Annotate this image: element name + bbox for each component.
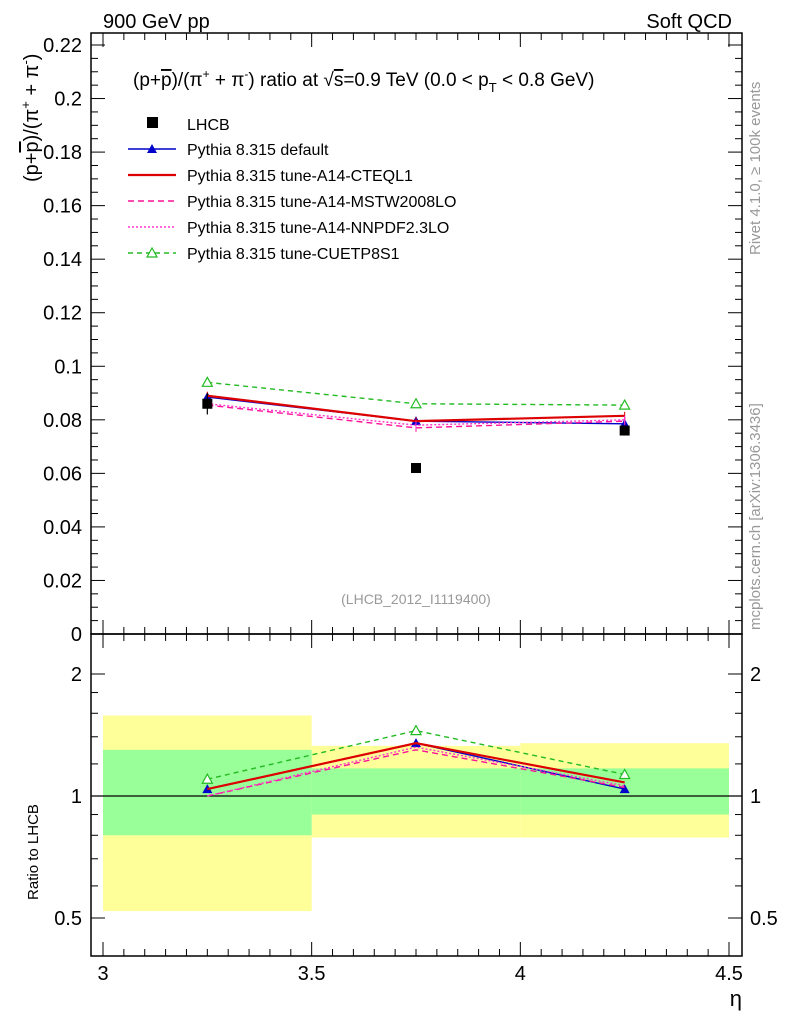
x-axis-label: η: [730, 986, 742, 1011]
tick-group: [91, 33, 742, 956]
x-tick-label-3: 4.5: [715, 963, 743, 985]
data-point-0: [202, 398, 213, 409]
legend-marker-0: [147, 144, 157, 153]
ratio-tick-label-left-0: 0.5: [54, 908, 82, 930]
header-right: Soft QCD: [646, 11, 732, 33]
x-tick-label-2: 4: [515, 963, 526, 985]
series-point-4-2: [618, 398, 631, 410]
ratio-tick-label-right-0: 0.5: [750, 908, 778, 930]
data-point-1: [411, 463, 421, 474]
ratio-line-2: [207, 749, 625, 797]
plot-title: (p+p)/(π+ + π-) ratio at √s=0.9 TeV (0.0…: [133, 67, 594, 95]
y-tick-label-8: 0.16: [43, 196, 82, 218]
y-tick-label-6: 0.12: [43, 303, 82, 325]
legend-label-data: LHCB: [187, 117, 230, 134]
x-tick-label-1: 3.5: [298, 963, 326, 985]
y-tick-label-3: 0.06: [43, 463, 82, 485]
ratio-line-1: [207, 742, 625, 791]
ratio-point-0-2: [619, 784, 630, 794]
y-tick-label-0: 0: [71, 624, 82, 646]
legend-label-0: Pythia 8.315 default: [187, 142, 329, 159]
legend-label-2: Pythia 8.315 tune-A14-MSTW2008LO: [187, 194, 456, 211]
y-tick-label-2: 0.04: [43, 517, 82, 539]
y-tick-label-4: 0.08: [43, 410, 82, 432]
legend-label-4: Pythia 8.315 tune-CUETP8S1: [187, 246, 400, 263]
series-point-4-0: [201, 376, 214, 387]
side-label-rivet: Rivet 4.1.0, ≥ 100k events: [747, 82, 764, 255]
ratio-tick-label-right-2: 2: [750, 664, 761, 686]
ratio-series-group: [201, 724, 631, 797]
ratio-point-4-2: [618, 768, 631, 780]
ratio-point-4-1: [409, 724, 423, 736]
y-tick-label-1: 0.02: [43, 570, 82, 592]
y-tick-label-11: 0.22: [43, 35, 82, 57]
y-tick-label-5: 0.1: [54, 356, 82, 378]
main-series-group: [201, 376, 631, 474]
tick-label-group: 0 0.02 0.04 0.06 0.08 0.1 0.12 0.14 0.16 0.18 0.2 0…: [43, 35, 778, 985]
band-inner-1: [311, 768, 521, 815]
series-point-4-1: [409, 397, 423, 409]
ratio-tick-label-left-1: 1: [71, 786, 82, 808]
y-tick-label-9: 0.18: [43, 142, 82, 164]
y-tick-label-10: 0.2: [54, 89, 82, 111]
ratio-tick-label-left-2: 2: [71, 664, 82, 686]
legend-label-1: Pythia 8.315 tune-A14-CTEQL1: [187, 168, 413, 185]
legend-marker-data: [147, 117, 158, 128]
ratio-point-4-0: [201, 772, 214, 784]
legend-label-3: Pythia 8.315 tune-A14-NNPDF2.3LO: [187, 220, 449, 237]
header-left: 900 GeV pp: [103, 11, 210, 33]
y-axis-label: (p+p)/(π+ + π-): [18, 54, 43, 182]
x-tick-label-0: 3: [97, 963, 108, 985]
ratio-y-axis-label: Ratio to LHCB: [25, 804, 42, 900]
legend-marker-4: [145, 246, 159, 258]
side-label-source: mcplots.cern.ch [arXiv:1306.3436]: [747, 403, 764, 630]
y-tick-label-7: 0.14: [43, 249, 82, 271]
ratio-uncertainty-bands: [91, 715, 742, 912]
legend: LHCB Pythia 8.315 default Pythia 8.315 tun…: [128, 117, 456, 263]
ratio-tick-label-right-1: 1: [750, 786, 761, 808]
data-point-2: [619, 425, 630, 436]
analysis-watermark: (LHCB_2012_I1119400): [341, 591, 491, 607]
